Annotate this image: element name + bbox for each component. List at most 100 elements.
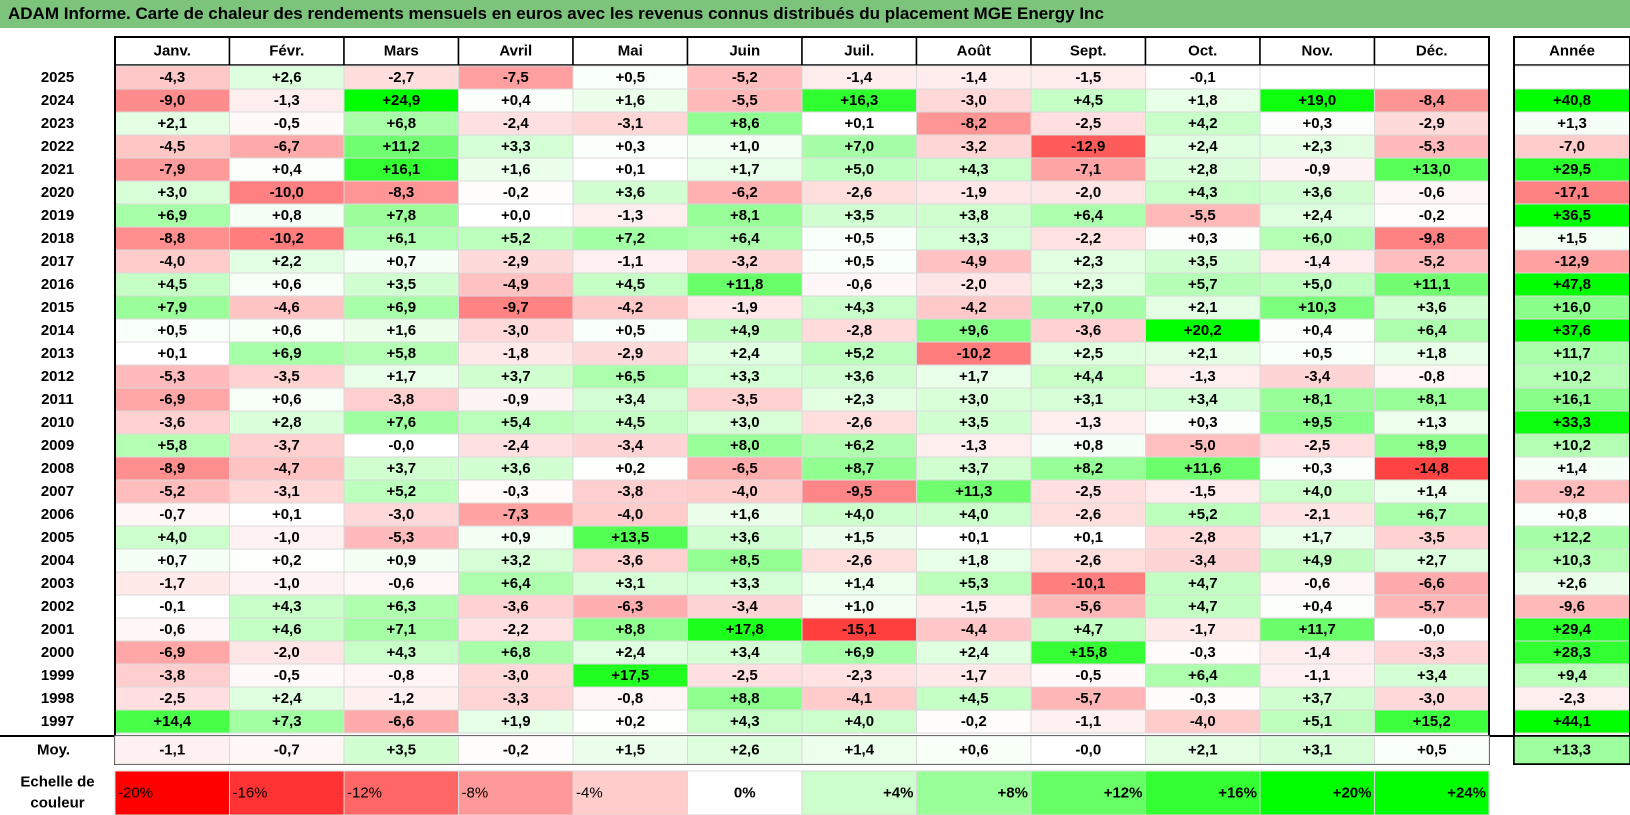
heatmap-cell-value: -14,8 <box>1415 460 1449 477</box>
heatmap-cell-value: -4,1 <box>846 690 872 707</box>
heatmap-cell-value: +0,2 <box>615 460 645 477</box>
heatmap-cell-value: -1,3 <box>617 207 643 224</box>
heatmap-cell-value: +6,3 <box>386 598 416 615</box>
scale-swatch <box>687 770 803 815</box>
heatmap-cell-value: -3,6 <box>159 414 185 431</box>
heatmap-cell-value: +0,1 <box>272 506 302 523</box>
heatmap-cell-value: +1,9 <box>501 713 531 730</box>
heatmap-cell-value: +8,2 <box>1073 460 1103 477</box>
heatmap-cell-value: -12,9 <box>1071 138 1105 155</box>
annual-cell-value: +10,2 <box>1553 368 1591 385</box>
heatmap-cell-value: -8,8 <box>159 230 185 247</box>
heatmap-cell-value: +6,8 <box>501 644 531 661</box>
row-year-label: 2017 <box>41 253 74 270</box>
average-cell <box>229 735 345 765</box>
heatmap-cell-value: +4,3 <box>272 598 302 615</box>
heatmap-cell-value: -0,7 <box>159 506 185 523</box>
heatmap-cell-value: -2,4 <box>503 437 530 454</box>
heatmap-cell-value: +3,0 <box>157 184 187 201</box>
heatmap-cell-value: +4,7 <box>1188 575 1218 592</box>
heatmap-cell-value: +7,1 <box>386 621 416 638</box>
heatmap-cell-value: -0,9 <box>503 391 529 408</box>
heatmap-cell-value: +4,3 <box>959 161 989 178</box>
average-cell <box>343 735 459 765</box>
heatmap-cell-value: -3,8 <box>159 667 185 684</box>
heatmap-cell-value: +5,3 <box>959 575 989 592</box>
month-header-cell <box>572 36 689 66</box>
scale-swatch-label: +24% <box>1447 785 1486 802</box>
row-year-label: 2010 <box>41 414 74 431</box>
heatmap-cell-value: -4,6 <box>274 299 300 316</box>
average-cell-value: +1,5 <box>615 742 645 759</box>
heatmap-cell-value: -5,5 <box>732 92 758 109</box>
heatmap-cell-value: +20,2 <box>1184 322 1222 339</box>
average-label: Moy. <box>37 742 70 759</box>
heatmap-cell-value: +2,5 <box>1073 345 1103 362</box>
heatmap-cell-value: +4,0 <box>1302 483 1332 500</box>
heatmap-cell-value: -2,5 <box>1304 437 1330 454</box>
heatmap-cell-value: +1,5 <box>844 529 874 546</box>
heatmap-cell-value: -9,7 <box>503 299 529 316</box>
heatmap-cell-value: -1,1 <box>1304 667 1330 684</box>
average-cell <box>1030 735 1146 765</box>
heatmap-cell-value: -2,7 <box>388 69 414 86</box>
heatmap-cell-value: -0,5 <box>274 115 300 132</box>
heatmap-cell-value: +8,8 <box>730 690 760 707</box>
scale-swatch-label: -12% <box>347 785 382 802</box>
heatmap-cell-value: +6,8 <box>386 115 416 132</box>
heatmap-cell-value: -0,0 <box>388 437 414 454</box>
row-year-label: 2022 <box>41 138 74 155</box>
row-year-label: 2025 <box>41 69 74 86</box>
heatmap-cell-value: -2,9 <box>1419 115 1445 132</box>
heatmap-cell-value: +4,3 <box>1188 184 1218 201</box>
heatmap-cell-value: -6,2 <box>732 184 758 201</box>
heatmap-cell-value: +4,4 <box>1073 368 1103 385</box>
month-header-label: Juin <box>729 43 760 60</box>
heatmap-cell-value: +3,7 <box>1302 690 1332 707</box>
heatmap-cell-value: -1,7 <box>961 667 987 684</box>
heatmap-cell-value: -3,3 <box>1419 644 1445 661</box>
heatmap-cell-value: +3,0 <box>730 414 760 431</box>
heatmap-cell-value: -0,9 <box>1304 161 1330 178</box>
heatmap-cell-value: +3,7 <box>501 368 531 385</box>
heatmap-cell-value: +4,0 <box>157 529 187 546</box>
heatmap-cell-value: +11,3 <box>955 483 992 500</box>
heatmap-cell-value: -0,6 <box>846 276 872 293</box>
heatmap-cell-value: +4,5 <box>615 276 645 293</box>
heatmap-cell-value: +3,4 <box>730 644 760 661</box>
heatmap-cell-value: -5,6 <box>1075 598 1101 615</box>
heatmap-cell-value: +0,6 <box>272 322 302 339</box>
heatmap-cell-value: -1,2 <box>388 690 414 707</box>
annual-cell-value: +28,3 <box>1553 644 1591 661</box>
heatmap-cell-value: +4,0 <box>844 506 874 523</box>
heatmap-cell-value: +4,9 <box>1302 552 1332 569</box>
heatmap-cell-value: +5,2 <box>844 345 874 362</box>
heatmap-cell-value: +1,7 <box>386 368 416 385</box>
scale-swatch-label: +8% <box>998 785 1028 802</box>
heatmap-cell-value: -3,8 <box>388 391 414 408</box>
heatmap-cell-value: +4,5 <box>1073 92 1103 109</box>
average-cell-value: +3,1 <box>1302 742 1332 759</box>
heatmap-cell-value: -3,8 <box>617 483 643 500</box>
heatmap-cell-value: -2,2 <box>503 621 529 638</box>
heatmap-cell-value: -1,4 <box>846 69 873 86</box>
heatmap-cell-value: -0,6 <box>1419 184 1445 201</box>
heatmap-cell-value: +0,0 <box>501 207 531 224</box>
heatmap-cell-value: -0,6 <box>159 621 185 638</box>
heatmap-cell-value: +14,4 <box>153 713 192 730</box>
heatmap-cell-value: +15,2 <box>1413 713 1451 730</box>
heatmap-cell-value: -1,3 <box>1075 414 1101 431</box>
heatmap-cell-value: -2,5 <box>159 690 185 707</box>
heatmap-cell-value: +8,6 <box>730 115 760 132</box>
heatmap-cell-value: -2,9 <box>617 345 643 362</box>
heatmap-cell-value: +3,1 <box>1073 391 1103 408</box>
average-cell-value: +0,5 <box>1417 742 1447 759</box>
scale-swatch <box>1374 770 1490 815</box>
heatmap-cell-value: +0,5 <box>1302 345 1332 362</box>
heatmap-cell-value: +8,5 <box>730 552 760 569</box>
month-header-label: Janv. <box>154 43 191 60</box>
heatmap-cell-value: +3,6 <box>1417 299 1447 316</box>
heatmap-cell-value: +0,9 <box>386 552 416 569</box>
annual-cell-value: +16,0 <box>1553 299 1591 316</box>
heatmap-cell-value: -0,3 <box>1190 644 1216 661</box>
